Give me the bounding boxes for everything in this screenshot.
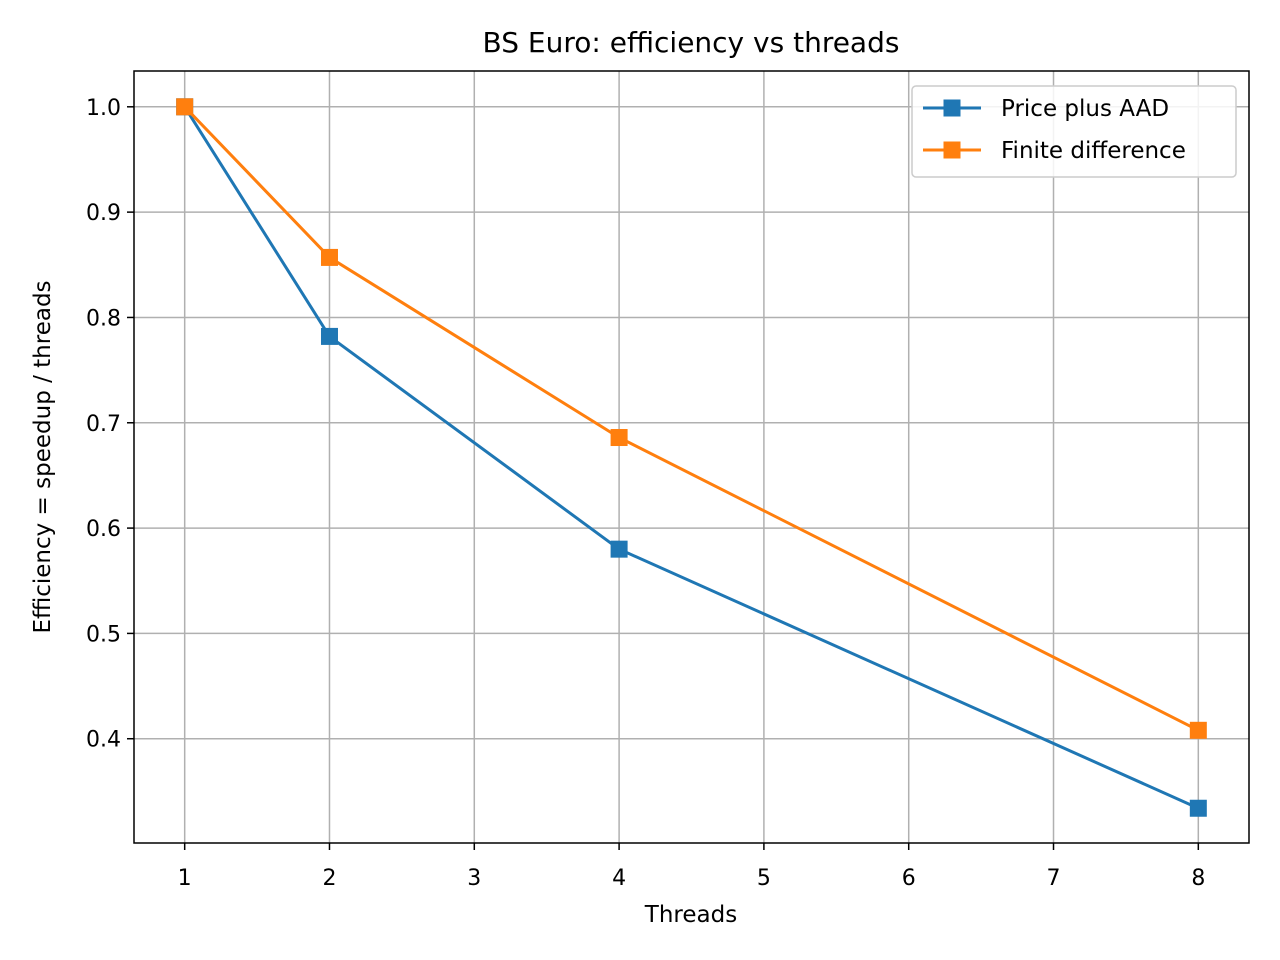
legend-label-0: Price plus AAD [1001,96,1169,122]
x-tick-label: 7 [1047,866,1061,891]
y-tick-label: 0.8 [86,306,121,331]
legend-marker-0 [943,99,961,117]
y-tick-label: 0.7 [86,412,121,437]
data-point [610,540,628,558]
x-tick-label: 6 [902,866,916,891]
x-axis-label: Threads [644,902,737,928]
y-tick-label: 1.0 [86,96,121,121]
x-tick-label: 4 [612,866,626,891]
series-line-1 [183,105,1199,732]
plot-frame [133,70,1250,844]
data-point [320,327,338,345]
data-point [1189,799,1207,817]
chart-title: BS Euro: efficiency vs threads [483,26,900,59]
y-tick-label: 0.5 [86,622,121,647]
legend-box [911,85,1237,178]
legend-label-1: Finite difference [1001,138,1186,164]
series-line-0 [183,106,1199,810]
x-tick-label: 2 [322,866,336,891]
x-tick-label: 1 [178,866,192,891]
grid [134,71,1249,843]
y-tick-label: 0.4 [86,728,121,753]
data-point [610,429,628,447]
y-tick-label: 0.9 [86,201,121,226]
data-point [1189,721,1207,739]
y-tick-label: 0.6 [86,517,121,542]
x-tick-label: 8 [1191,866,1205,891]
x-tick-label: 5 [757,866,771,891]
data-point [320,248,338,266]
y-axis: 0.4 0.5 0.6 0.7 0.8 0.9 1.0 [86,96,134,753]
legend-marker-1 [943,141,961,159]
x-tick-label: 3 [467,866,481,891]
data-point [176,98,194,116]
x-axis: 1 2 3 4 5 6 7 8 [178,843,1205,891]
series-group [176,98,1207,817]
y-axis-label: Efficiency = speedup / threads [30,280,56,633]
legend[interactable]: Price plus AAD Finite difference [911,85,1237,178]
